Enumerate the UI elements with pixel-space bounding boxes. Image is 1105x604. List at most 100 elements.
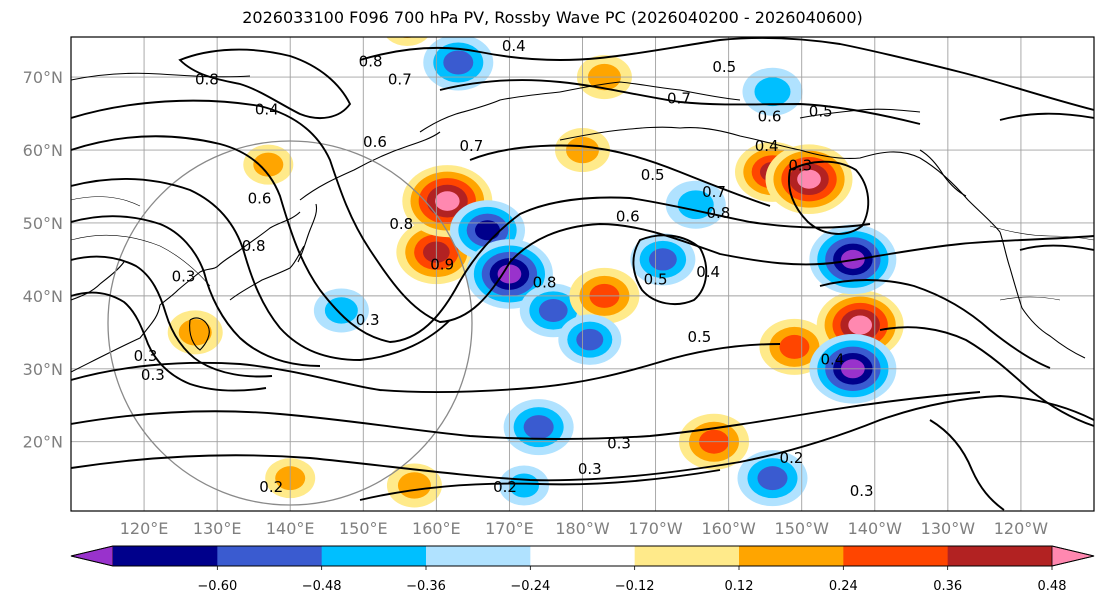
anomaly-shade-level bbox=[400, 37, 414, 39]
reference-circle bbox=[107, 140, 473, 506]
anomaly-shade-level bbox=[435, 191, 460, 211]
anomaly-shade-level bbox=[779, 334, 810, 359]
colorbar-bin bbox=[843, 546, 949, 566]
anomaly-shade-level bbox=[648, 248, 677, 271]
contour-label: 0.8 bbox=[242, 237, 266, 255]
colorbar-max-extension bbox=[1051, 545, 1095, 567]
anomaly-shade-level bbox=[754, 77, 791, 107]
anomaly-shade-level bbox=[324, 297, 358, 324]
colorbar-tick-labels: −0.60 −0.48 −0.36 −0.24 −0.12 0.12 0.24 0.36 0.4… bbox=[197, 566, 1067, 594]
anomaly-region bbox=[167, 310, 223, 355]
map-plot-area: 0.40.80.70.80.40.50.70.6 0.50.6 0.7 0.40.30… bbox=[71, 37, 1094, 511]
colorbar bbox=[70, 545, 1095, 567]
colorbar-tick-label: 0.48 bbox=[1038, 579, 1067, 594]
longitude-tick-label: 130°E bbox=[193, 519, 242, 538]
latitude-tick-label: 50°N bbox=[23, 214, 63, 233]
contour-label: 0.9 bbox=[430, 256, 454, 274]
contour-label: 0.3 bbox=[578, 460, 602, 478]
latitude-tick-label: 60°N bbox=[23, 141, 63, 160]
contour-label: 0.7 bbox=[667, 89, 691, 107]
colorbar-tick-label: 0.12 bbox=[725, 579, 754, 594]
coastlines bbox=[71, 72, 1086, 373]
contour-label: 0.4 bbox=[820, 351, 844, 369]
colorbar-bin bbox=[321, 546, 427, 566]
contour-label: 0.4 bbox=[755, 137, 779, 155]
latitude-tick-label: 40°N bbox=[23, 287, 63, 306]
contour-label: 0.6 bbox=[363, 133, 387, 151]
latitude-labels: 70°N 60°N 50°N 40°N 30°N 20°N bbox=[23, 68, 63, 452]
anomaly-region bbox=[386, 37, 429, 47]
contour-label: 0.2 bbox=[493, 478, 517, 496]
colorbar-tick-label: −0.24 bbox=[510, 579, 550, 594]
longitude-tick-label: 180°W bbox=[555, 519, 610, 538]
longitude-tick-label: 120°W bbox=[994, 519, 1049, 538]
colorbar-bin bbox=[217, 546, 323, 566]
contour-label: 0.2 bbox=[780, 449, 804, 467]
longitude-tick-label: 160°W bbox=[701, 519, 756, 538]
anomaly-shade-level bbox=[253, 152, 284, 177]
longitude-tick-label: 150°E bbox=[339, 519, 388, 538]
colorbar-tick-label: −0.36 bbox=[406, 579, 446, 594]
map-title: 2026033100 F096 700 hPa PV, Rossby Wave … bbox=[242, 8, 863, 27]
contour-label: 0.8 bbox=[195, 71, 219, 89]
colorbar-bin bbox=[113, 546, 218, 566]
longitude-tick-label: 170°E bbox=[485, 519, 534, 538]
latitude-tick-label: 30°N bbox=[23, 360, 63, 379]
colorbar-tick-label: 0.24 bbox=[829, 579, 858, 594]
longitude-tick-label: 170°W bbox=[628, 519, 683, 538]
contour-label: 0.5 bbox=[687, 328, 711, 346]
contour-label: 0.3 bbox=[356, 311, 380, 329]
anomaly-shade-level bbox=[538, 298, 568, 322]
contour-label: 0.3 bbox=[134, 347, 158, 365]
contour-label: 0.6 bbox=[248, 189, 272, 207]
colorbar-tick-label: −0.12 bbox=[615, 579, 655, 594]
contour-label: 0.8 bbox=[533, 273, 557, 291]
longitude-tick-label: 150°W bbox=[775, 519, 830, 538]
contour-label: 0.3 bbox=[607, 434, 631, 452]
anomaly-shade-level bbox=[386, 37, 429, 47]
colorbar-tick-label: 0.36 bbox=[933, 579, 962, 594]
longitude-labels: 120°E 130°E 140°E 150°E 160°E 170°E 180°W 170°W… bbox=[120, 519, 1049, 538]
colorbar-tick-label: −0.48 bbox=[302, 579, 342, 594]
anomaly-region bbox=[737, 450, 808, 507]
longitude-tick-label: 140°W bbox=[848, 519, 903, 538]
contour-label: 0.5 bbox=[809, 103, 833, 121]
colorbar-tick-label: −0.60 bbox=[197, 579, 237, 594]
contour-label: 0.4 bbox=[255, 100, 279, 118]
contour-label: 0.8 bbox=[359, 52, 383, 70]
latitude-tick-label: 70°N bbox=[23, 68, 63, 87]
contour-label: 0.4 bbox=[696, 263, 720, 281]
contour-label: 0.8 bbox=[706, 204, 730, 222]
contour-label: 0.7 bbox=[460, 137, 484, 155]
colorbar-bin bbox=[947, 546, 1053, 566]
contour-label: 0.3 bbox=[141, 366, 165, 384]
anomaly-region bbox=[503, 399, 574, 456]
contour-label: 0.3 bbox=[850, 482, 874, 500]
pv-contours bbox=[71, 37, 1094, 511]
anomaly-shade-level bbox=[576, 328, 604, 351]
contour-label: 0.6 bbox=[616, 208, 640, 226]
anomaly-shade-level bbox=[848, 315, 873, 335]
anomaly-region bbox=[558, 314, 622, 365]
contour-label: 0.6 bbox=[758, 108, 782, 126]
longitude-tick-label: 130°W bbox=[921, 519, 976, 538]
anomaly-shade-level bbox=[475, 220, 501, 241]
longitude-tick-label: 140°E bbox=[266, 519, 315, 538]
pv-contour-labels: 0.40.80.70.80.40.50.70.6 0.50.6 0.7 0.40.30… bbox=[134, 37, 874, 500]
contour-label: 0.7 bbox=[702, 183, 726, 201]
anomaly-shade-level bbox=[523, 415, 554, 440]
longitude-tick-label: 160°E bbox=[412, 519, 461, 538]
anomaly-region bbox=[243, 144, 294, 185]
anomaly-shade-level bbox=[397, 472, 431, 499]
country-borders bbox=[71, 196, 1094, 301]
contour-label: 0.7 bbox=[388, 71, 412, 89]
colorbar-bin bbox=[634, 546, 740, 566]
contour-label: 0.2 bbox=[259, 478, 283, 496]
contour-label: 0.5 bbox=[644, 270, 668, 288]
colorbar-min-extension bbox=[70, 545, 114, 567]
longitude-tick-label: 120°E bbox=[120, 519, 169, 538]
colorbar-bin bbox=[739, 546, 844, 566]
anomaly-shade-level bbox=[178, 319, 212, 346]
latitude-tick-label: 20°N bbox=[23, 433, 63, 452]
